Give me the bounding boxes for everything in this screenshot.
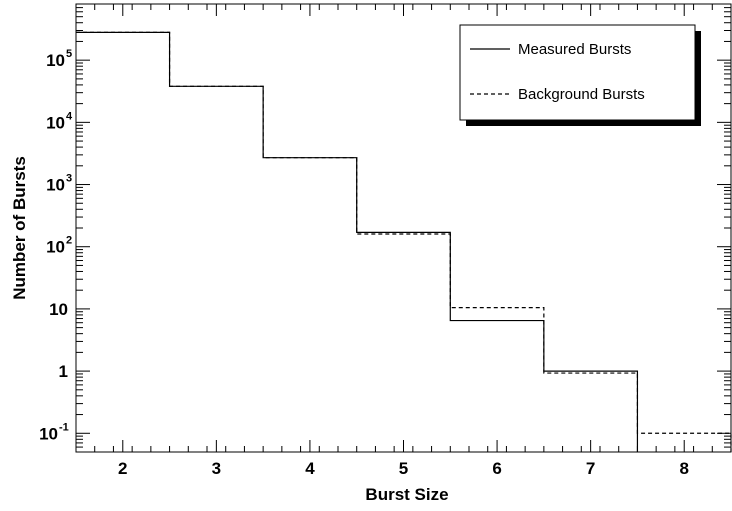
y-tick-base: 10	[49, 300, 68, 319]
y-tick-base: 10	[46, 176, 65, 195]
y-tick-label: 10 2	[46, 235, 72, 257]
series-layer	[76, 31, 732, 452]
x-tick-label: 6	[492, 459, 501, 478]
background-bursts-series	[76, 31, 732, 452]
y-tick-exponent: 4	[66, 110, 73, 122]
y-tick-exponent: -1	[59, 421, 69, 433]
y-tick-exponent: 3	[66, 173, 72, 185]
x-tick-label: 8	[679, 459, 688, 478]
y-tick-label: 10	[49, 300, 68, 319]
x-tick-label: 3	[212, 459, 221, 478]
x-tick-label: 4	[305, 459, 315, 478]
y-tick-label: 10 3	[46, 173, 72, 195]
legend-box	[459, 24, 696, 121]
y-tick-label: 10 5	[46, 48, 72, 70]
x-axis-ticks: 2 3 4 5 6 7 8	[75, 4, 732, 478]
y-tick-label: 10 4	[46, 110, 73, 132]
y-tick-label: 10 -1	[39, 421, 69, 443]
y-tick-base: 1	[59, 362, 68, 381]
y-tick-base: 10	[46, 238, 65, 257]
y-axis-title: Number of Bursts	[10, 156, 29, 300]
x-tick-label: 2	[118, 459, 127, 478]
x-axis-title: Burst Size	[365, 485, 448, 504]
y-tick-label: 1	[59, 362, 68, 381]
legend: Measured Bursts Background Bursts	[459, 24, 701, 126]
y-tick-exponent: 5	[66, 48, 72, 60]
y-tick-exponent: 2	[66, 235, 72, 247]
x-tick-label: 5	[399, 459, 408, 478]
y-tick-base: 10	[46, 113, 65, 132]
y-tick-base: 10	[39, 424, 58, 443]
x-tick-label: 7	[586, 459, 595, 478]
legend-background-label: Background Bursts	[518, 86, 645, 103]
y-tick-base: 10	[46, 51, 65, 70]
legend-measured-label: Measured Bursts	[518, 41, 631, 58]
